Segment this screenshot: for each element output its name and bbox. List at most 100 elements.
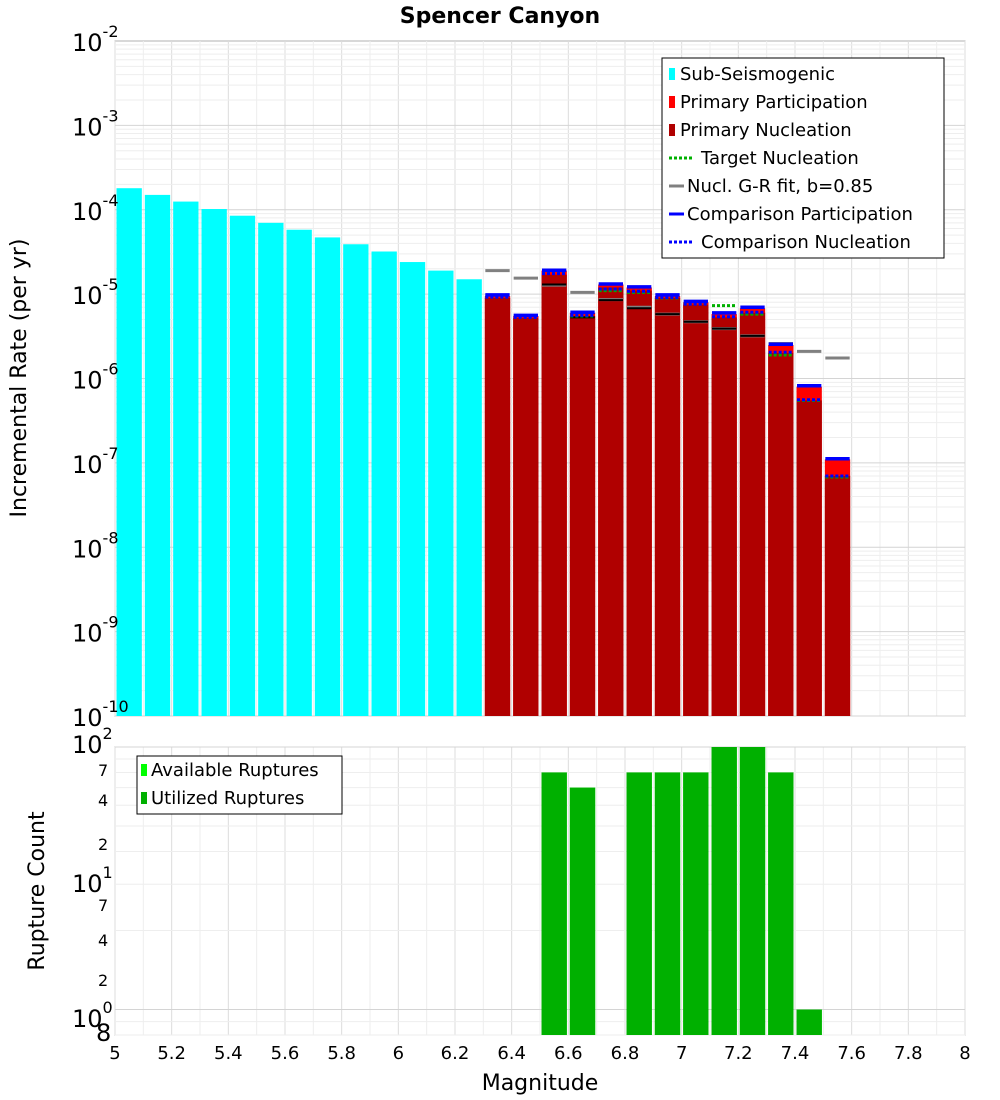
top-bars [116,188,851,717]
legend-label: Available Ruptures [151,760,319,781]
top-legend: Sub-Seismogenic Primary Participation Prim… [661,57,945,259]
x-tick-label: 6.2 [441,1043,470,1064]
bar-primary-nucleation [711,317,737,716]
legend-label: Utilized Ruptures [151,788,304,809]
bar-utilized-ruptures [569,787,596,1035]
bar-sub-seismogenic [314,237,341,716]
bar-sub-seismogenic [201,209,227,716]
bottom-legend-box [136,755,343,815]
legend-label: Comparison Participation [687,204,913,225]
top-y-tick-label: 10-3 [72,106,119,141]
x-tick-label: 5.6 [271,1043,300,1064]
x-tick-label: 6 [393,1043,404,1064]
bar-utilized-ruptures [739,747,766,1035]
bar-sub-seismogenic [144,194,171,716]
bottom-y-axis-label: Rupture Count [25,811,50,971]
x-tick-label: 7.2 [724,1043,753,1064]
x-tick-label: 7.4 [781,1043,810,1064]
top-line-marks [485,268,850,479]
legend-swatch [669,124,675,136]
bar-primary-nucleation [598,287,624,716]
bar-sub-seismogenic [173,201,199,716]
bar-sub-seismogenic [428,270,454,716]
x-tick-label: 6.8 [611,1043,640,1064]
x-tick-label: 5 [109,1043,120,1064]
top-y-tick-label: 10-2 [72,22,119,57]
bottom-y-tick-label: 4 [98,791,108,810]
top-y-tick-labels: 10-10 10-9 10-8 10-7 10-6 10-5 10-4 10-3 10-2 [72,22,129,732]
bar-utilized-ruptures [541,772,567,1035]
bar-primary-nucleation [683,304,709,716]
bar-utilized-ruptures [654,772,681,1035]
bar-sub-seismogenic [258,222,284,716]
bottom-y-tick-label: 2 [98,835,108,854]
bottom-bars [541,747,822,1035]
x-tick-label: 8 [959,1043,970,1064]
chart-title: Spencer Canyon [400,4,600,29]
legend-swatch [141,792,147,804]
legend-label: Nucl. G-R fit, b=0.85 [687,176,873,197]
bar-primary-nucleation [654,297,681,716]
bar-utilized-ruptures [683,772,709,1035]
top-y-tick-label: 10-10 [72,697,129,732]
x-axis-label: Magnitude [482,1071,599,1096]
bottom-y-tick-label: 100 [72,998,113,1033]
bar-utilized-ruptures [711,747,737,1035]
x-tick-label: 5.4 [214,1043,243,1064]
bottom-y-tick-label: 7 [98,761,108,780]
x-tick-label: 5.8 [327,1043,356,1064]
x-tick-label: 7.8 [894,1043,923,1064]
bar-sub-seismogenic [343,244,369,717]
legend-swatch [669,96,675,108]
bottom-y-tick-label: 2 [98,971,108,990]
bar-primary-nucleation [768,353,794,716]
top-legend-box [661,57,945,259]
x-tick-label: 6.4 [497,1043,526,1064]
bar-primary-nucleation [739,312,766,716]
bar-primary-nucleation [484,297,511,716]
bar-primary-nucleation [541,274,567,716]
bar-primary-nucleation [796,400,822,716]
legend-label: Primary Participation [680,92,868,113]
bottom-y-tick-label: 102 [72,724,113,759]
bar-utilized-ruptures [796,1009,822,1035]
bottom-y-tick-label: 8 [96,1019,111,1047]
legend-label: Sub-Seismogenic [680,64,835,85]
bar-utilized-ruptures [768,772,794,1035]
bar-primary-nucleation [513,318,539,716]
top-y-tick-label: 10-6 [72,360,119,395]
top-y-tick-label: 10-7 [72,444,119,479]
bar-sub-seismogenic [116,188,142,717]
bar-sub-seismogenic [399,262,426,716]
legend-swatch [141,764,147,776]
bar-sub-seismogenic [456,279,482,716]
bar-primary-nucleation [626,290,652,716]
bar-sub-seismogenic [286,229,312,717]
bar-primary-nucleation [569,316,596,716]
top-y-tick-label: 10-8 [72,528,119,563]
bottom-y-tick-label: 7 [98,896,108,915]
x-tick-label: 7.6 [837,1043,866,1064]
bar-utilized-ruptures [626,772,652,1035]
bottom-y-tick-label: 101 [72,863,113,898]
bar-sub-seismogenic [371,251,397,716]
top-y-tick-label: 10-4 [72,191,119,226]
top-panel: 10-10 10-9 10-8 10-7 10-6 10-5 10-4 10-3 10-2 In… [7,22,966,732]
bar-primary-nucleation [824,475,851,716]
x-tick-labels: 5 5.2 5.4 5.6 5.8 6 6.2 6.4 6.6 6.8 7 7.2 7.4 7.6 7.8 8 [109,1043,970,1064]
legend-swatch [669,68,675,80]
legend-label: Primary Nucleation [680,120,852,141]
top-y-tick-label: 10-5 [72,275,119,310]
x-tick-label: 7 [676,1043,687,1064]
legend-label: Comparison Nucleation [701,232,911,253]
bar-sub-seismogenic [229,215,256,717]
x-tick-label: 5.2 [157,1043,186,1064]
x-tick-label: 6.6 [554,1043,583,1064]
top-y-axis-label: Incremental Rate (per yr) [7,239,32,518]
bottom-y-tick-label: 4 [98,931,108,950]
top-y-tick-label: 10-9 [72,613,119,648]
bottom-legend: Available Ruptures Utilized Ruptures [136,755,343,815]
